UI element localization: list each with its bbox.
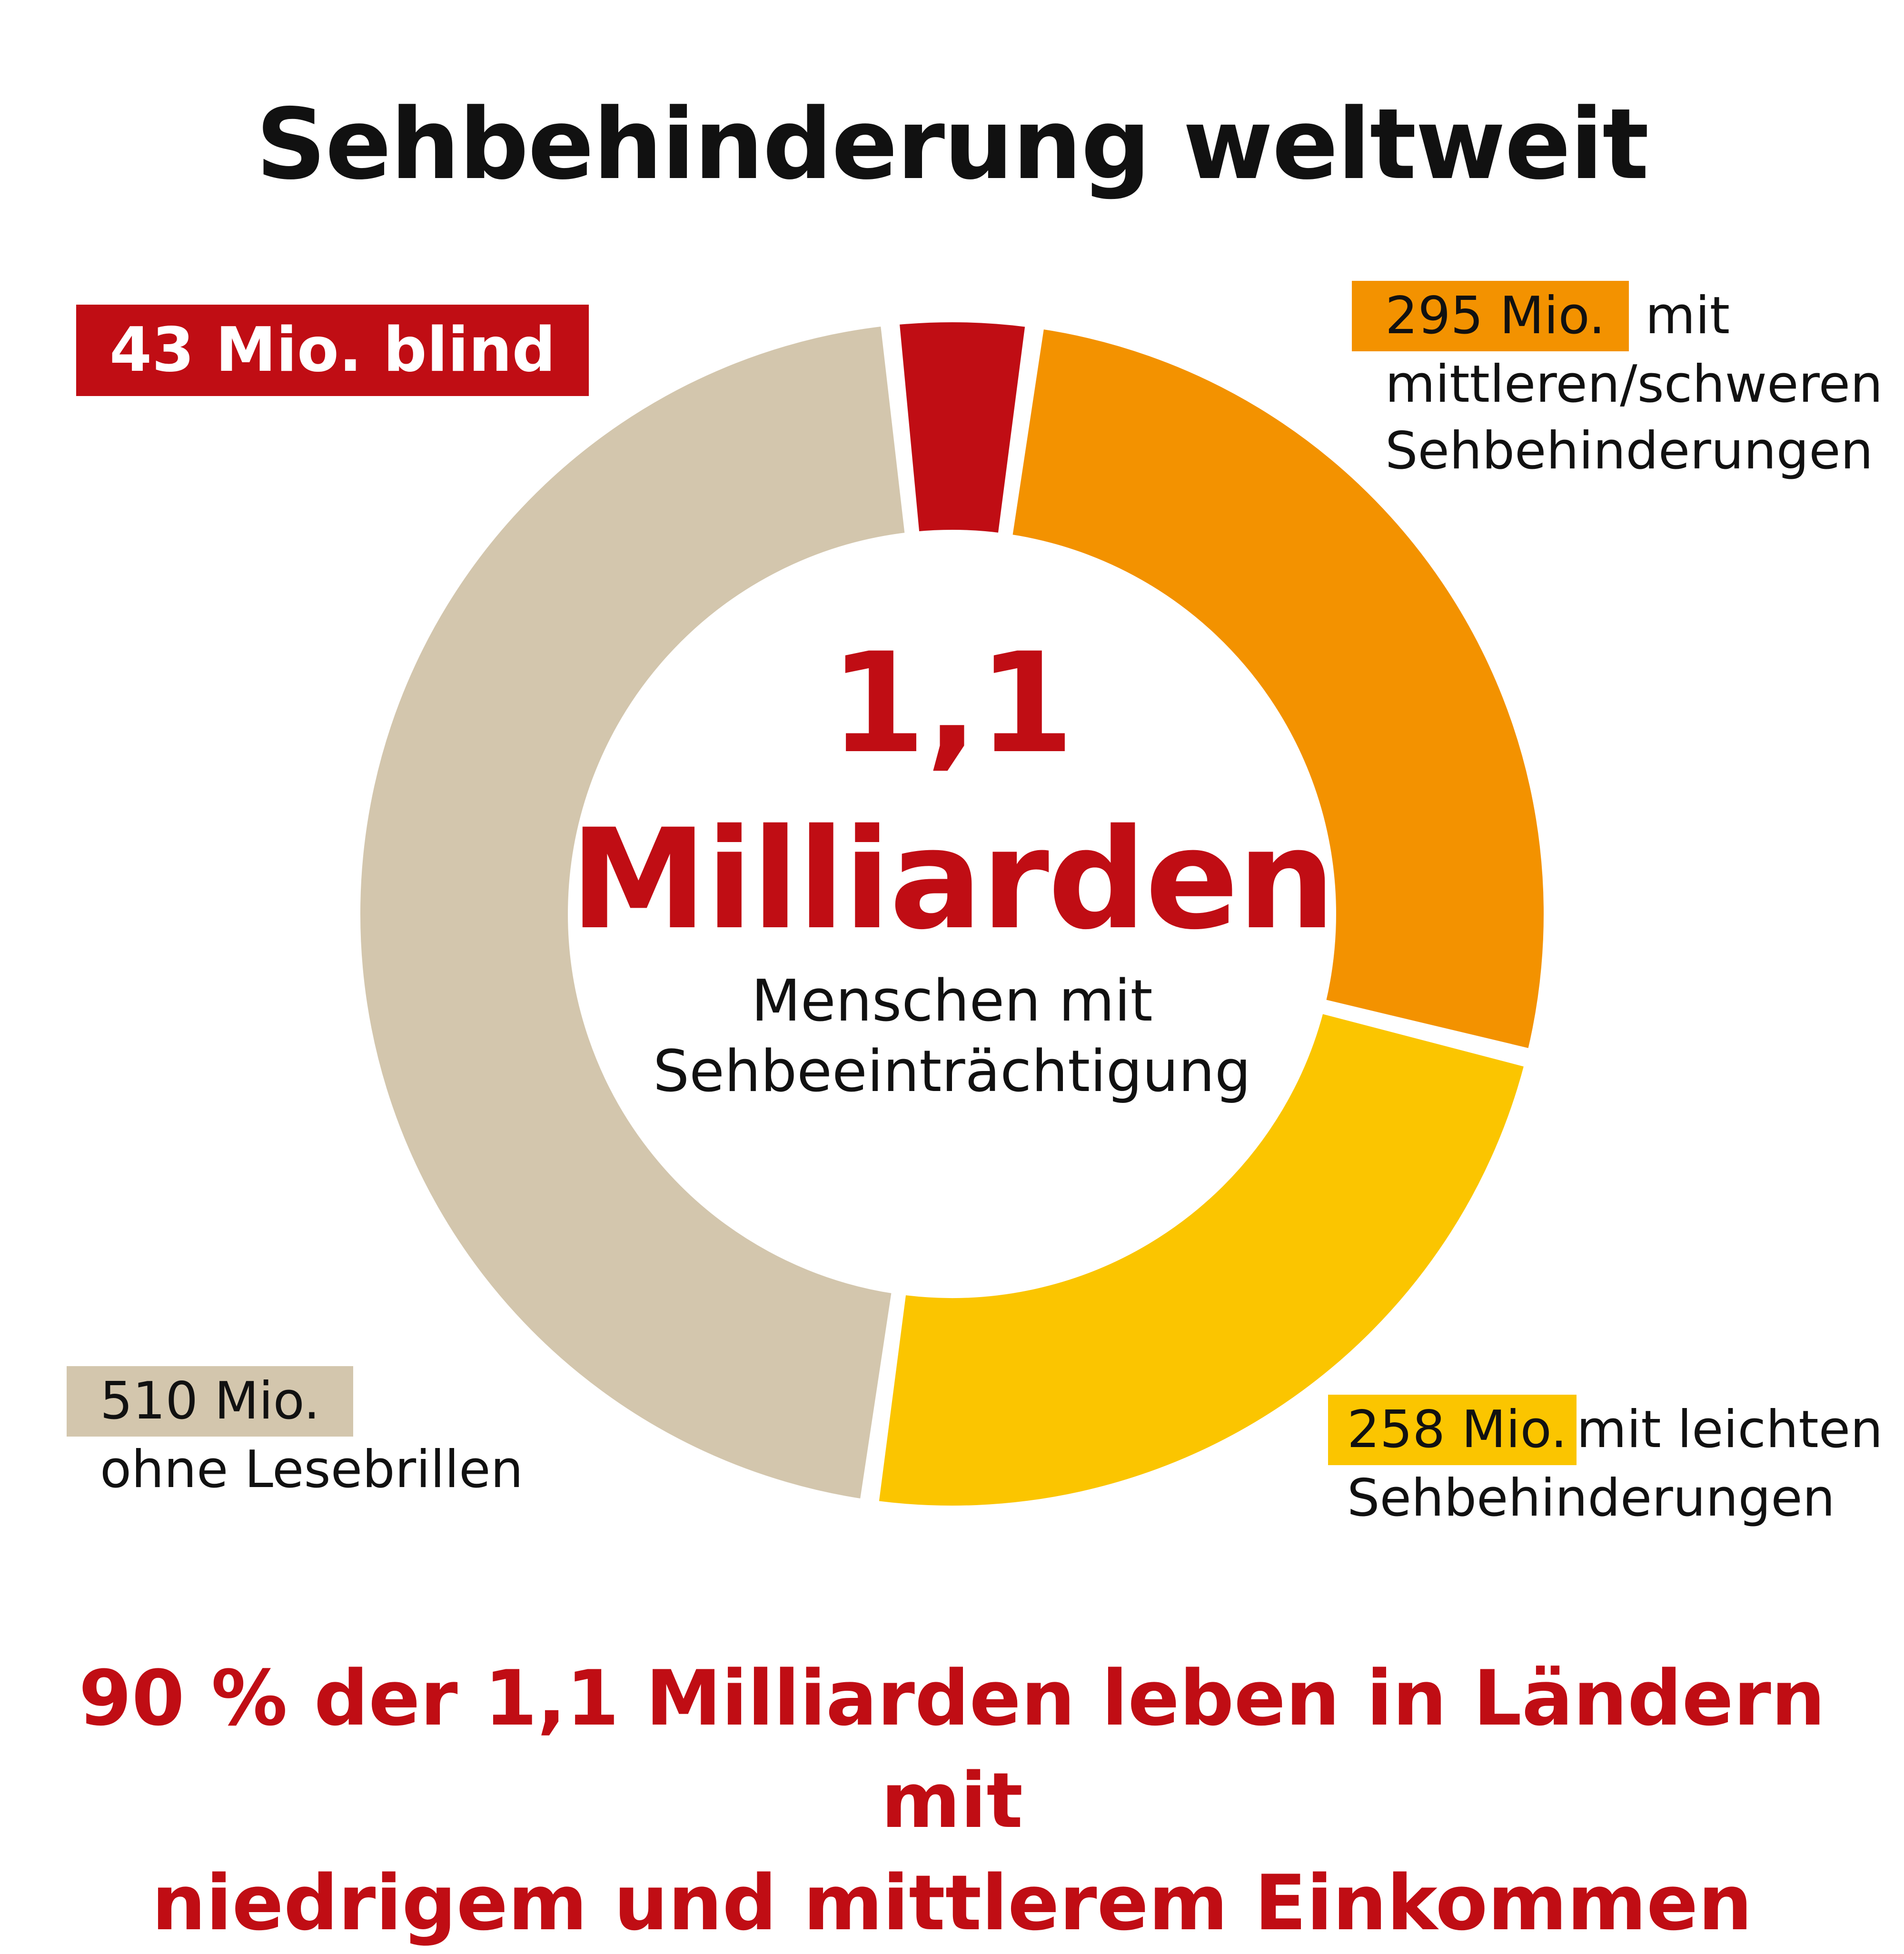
label-moderate-value: 295 Mio.: [1352, 281, 1629, 351]
label-moderate-text1: mit: [1645, 286, 1730, 346]
label-mild-text1: mit leichten: [1577, 1400, 1883, 1459]
center-total-value: 1,1: [830, 624, 1074, 784]
label-reading: 510 Mio. ohne Lesebrillen: [67, 1366, 523, 1503]
center-description-line1: Menschen mit: [751, 968, 1153, 1034]
donut-slice-4: [354, 319, 912, 1506]
label-blind-tag: 43 Mio. blind: [76, 305, 589, 396]
center-total-unit: Milliarden: [570, 800, 1336, 960]
donut-slice-1: [892, 316, 1032, 540]
label-reading-value: 510 Mio.: [67, 1366, 354, 1437]
label-reading-text: ohne Lesebrillen: [100, 1440, 524, 1499]
label-moderate-text3: Sehbehinderungen: [1385, 421, 1874, 481]
label-mild-text2: Sehbehinderungen: [1347, 1468, 1835, 1528]
chart-title: Sehbehinderung weltweit: [256, 88, 1649, 201]
donut-slice-2: [1005, 322, 1550, 1056]
footer-line1: 90 % der 1,1 Milliarden leben in Ländern…: [79, 1654, 1825, 1845]
label-blind: 43 Mio. blind: [76, 305, 589, 396]
label-mild-value: 258 Mio.: [1328, 1395, 1577, 1465]
footer-line2: niedrigem und mittlerem Einkommen: [151, 1858, 1753, 1947]
center-description: Menschen mit Sehbeeinträchtigung: [524, 966, 1380, 1107]
label-moderate: 295 Mio. mit mittleren/schweren Sehbehin…: [1352, 281, 1883, 485]
donut-chart: [354, 316, 1550, 1512]
label-mild: 258 Mio. mit leichten Sehbehinderungen: [1328, 1395, 1883, 1532]
footer-note: 90 % der 1,1 Milliarden leben in Ländern…: [0, 1647, 1904, 1954]
donut-slice-3: [872, 1006, 1532, 1512]
center-description-line2: Sehbeeinträchtigung: [653, 1039, 1251, 1105]
label-moderate-text2: mittleren/schweren: [1385, 355, 1883, 414]
